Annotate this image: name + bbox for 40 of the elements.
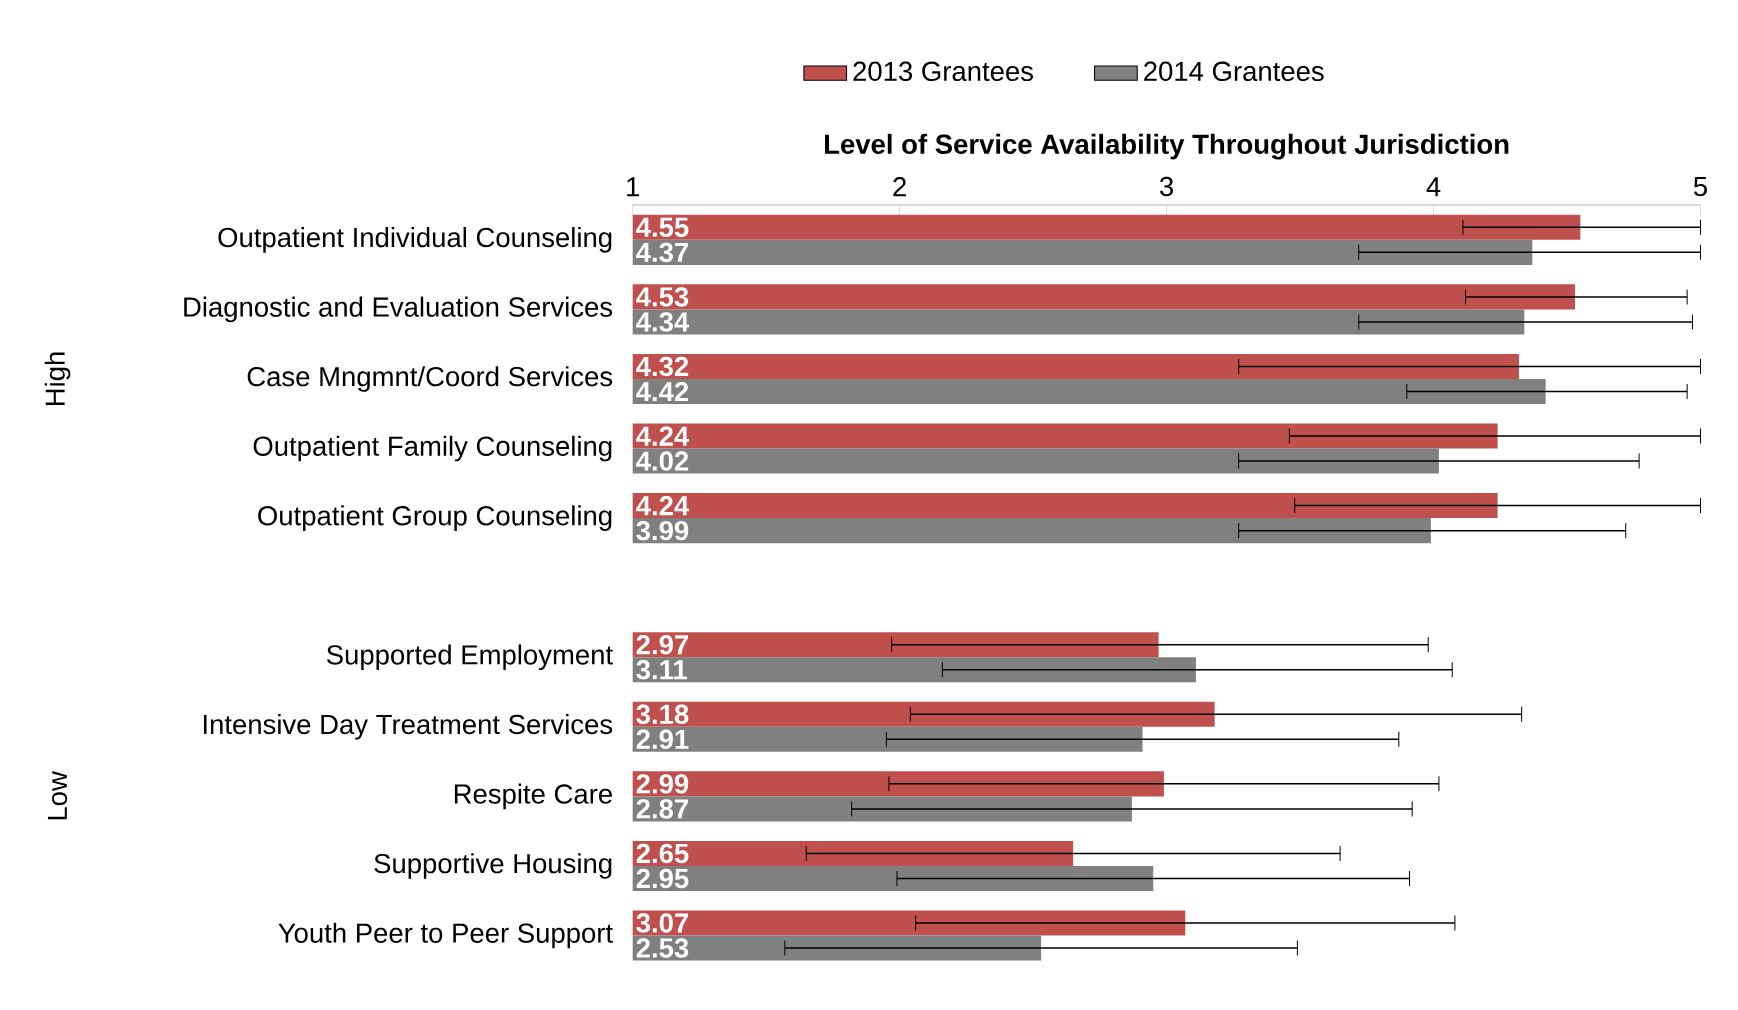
x-tick-label: 5 [1693,176,1707,197]
data-label: 4.32 [636,356,689,377]
y-tick-label: Outpatient Individual Counseling [218,226,612,253]
y-tick-label: Case Mngmnt/Coord Services [247,366,613,392]
x-tick-label: 3 [1160,176,1174,197]
data-label: 2.87 [636,799,689,819]
data-label: 3.11 [636,659,687,680]
data-label: 2.53 [636,938,689,958]
y-tick-label: Outpatient Family Counseling [253,435,612,462]
data-label: 4.24 [636,495,690,516]
y-tick-label: Diagnostic and Evaluation Services [184,296,613,323]
data-label: 2.95 [636,868,689,889]
data-label: 4.53 [636,287,689,307]
data-label: 3.99 [636,520,689,541]
data-label: 2.91 [636,729,689,749]
y-tick-label: Outpatient Group Counseling [258,505,612,531]
data-label: 4.02 [636,451,689,471]
x-tick-label: 4 [1426,177,1441,197]
y-tick-label: Respite Care [454,783,612,810]
text: High [44,352,71,405]
y-tick-label: Youth Peer to Peer Support [278,922,613,949]
y-tick-label: Supportive Housing [374,852,612,879]
data-label: 4.37 [636,242,689,262]
x-tick-label: 2 [893,176,906,197]
data-label: 4.24 [636,426,690,446]
data-label: 2.97 [636,634,689,655]
data-label: 4.42 [636,381,689,401]
legend-label: 2013 Grantees [853,61,1033,81]
y-tick-label: Supported Employment [326,644,613,670]
data-label: 2.65 [636,843,689,864]
data-label: 4.34 [636,312,690,332]
data-label: 3.07 [636,913,689,933]
text: Low [47,770,68,820]
x-tick-label: 1 [627,177,639,197]
data-label: 2.99 [636,774,689,794]
x-axis-title: Level of Service Availability Throughout Jurisdiction [825,133,1509,160]
y-tick-label: Intensive Day Treatment Services [203,713,613,740]
legend-label: 2014 Grantees [1144,61,1324,81]
data-label: 3.18 [636,704,689,724]
data-label: 4.55 [636,217,689,237]
